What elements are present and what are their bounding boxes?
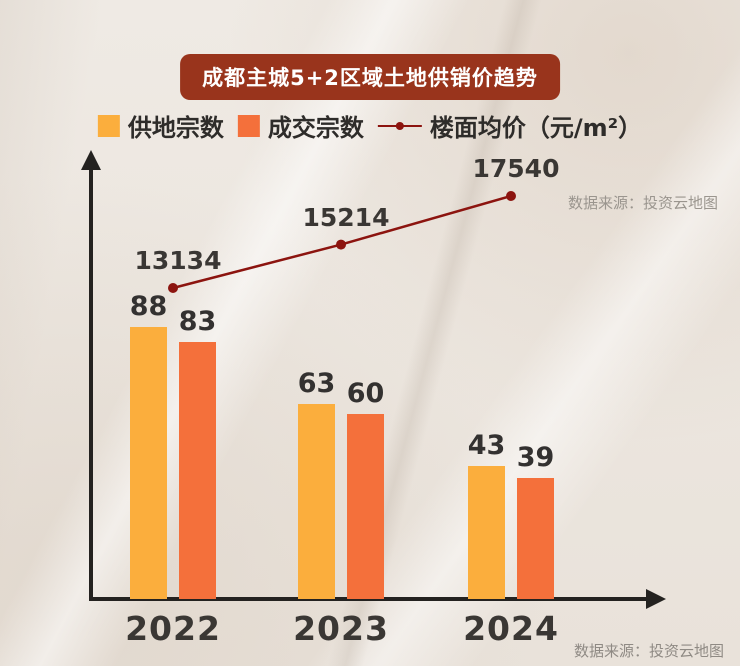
deal-bar-2022 bbox=[179, 342, 216, 599]
bar-value-label: 43 bbox=[467, 430, 506, 461]
bar-value-label: 60 bbox=[346, 378, 385, 409]
price-value-label: 17540 bbox=[472, 154, 560, 183]
price-value-label: 15214 bbox=[302, 202, 390, 232]
chart-title-badge: 成都主城5+2区域土地供销价趋势 bbox=[180, 54, 560, 100]
watermark-top: 数据来源：投资云地图 bbox=[567, 194, 718, 212]
price-point-icon bbox=[506, 191, 516, 201]
price-point-icon bbox=[168, 283, 178, 293]
supply-swatch-icon bbox=[97, 114, 120, 137]
legend-label-deal: 成交宗数 bbox=[267, 114, 364, 142]
x-axis-label-2024: 2024 bbox=[463, 609, 559, 648]
supply-bar-2022 bbox=[130, 327, 167, 599]
legend-item-supply: 供地宗数 bbox=[97, 108, 224, 143]
x-axis-label-2022: 2022 bbox=[125, 609, 221, 648]
bar-value-label: 88 bbox=[129, 291, 168, 322]
bar-value-label: 83 bbox=[178, 306, 217, 337]
legend-item-deal: 成交宗数 bbox=[237, 108, 364, 143]
bar-value-label: 63 bbox=[297, 368, 336, 399]
y-axis-arrow-icon bbox=[81, 150, 101, 170]
deal-bar-2023 bbox=[347, 414, 384, 599]
x-axis-arrow-icon bbox=[646, 589, 666, 609]
x-axis-label-2023: 2023 bbox=[293, 609, 389, 648]
price-line-layer bbox=[168, 191, 516, 293]
supply-bar-2023 bbox=[298, 404, 335, 599]
price-value-label: 13134 bbox=[134, 246, 222, 275]
price-point-icon bbox=[336, 239, 346, 250]
price-line-swatch-icon bbox=[377, 115, 422, 137]
deal-bar-2024 bbox=[517, 478, 554, 599]
legend-label-price: 楼面均价（元/m²） bbox=[429, 114, 643, 142]
supply-bar-2024 bbox=[468, 466, 505, 599]
chart-legend: 供地宗数 成交宗数 楼面均价（元/m²） bbox=[97, 108, 643, 143]
deal-swatch-icon bbox=[237, 114, 260, 137]
watermark-bottom: 数据来源：投资云地图 bbox=[573, 642, 724, 660]
bar-value-label: 39 bbox=[516, 442, 555, 473]
legend-item-price: 楼面均价（元/m²） bbox=[377, 108, 643, 143]
legend-label-supply: 供地宗数 bbox=[127, 114, 224, 142]
